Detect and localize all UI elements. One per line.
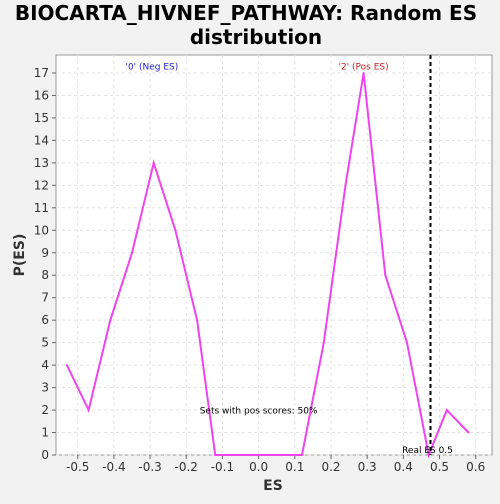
data-point [405,341,408,344]
data-point [322,341,325,344]
data-point [279,454,282,456]
chart-title-line-2: distribution [190,25,322,49]
y-tick-label: 14 [34,133,49,147]
data-point [344,184,347,187]
y-tick-label: 12 [34,178,49,192]
x-tick-label: 0.5 [430,460,449,474]
series-layer [65,71,470,459]
data-point [257,454,260,456]
y-tick-label: 7 [41,291,49,305]
data-point [235,454,238,456]
annotation: '2' (Pos ES) [338,63,388,73]
annotation: '0' (Neg ES) [125,63,178,73]
data-point [174,229,177,232]
data-point [362,71,365,74]
data-point [87,409,90,412]
y-tick-label: 8 [41,268,49,282]
x-axis: -0.5 -0.4 -0.3 -0.2 -0.1 0.0 0.1 0.2 0.3 0.4 0.5 0.… [66,455,485,474]
x-tick-label: 0.3 [358,460,377,474]
data-point [152,161,155,164]
data-point [130,251,133,254]
x-tick-label: -0.5 [66,460,89,474]
x-tick-label: -0.4 [102,460,125,474]
y-tick-label: 4 [41,358,49,372]
y-tick-label: 5 [41,336,49,350]
y-tick-label: 9 [41,246,49,260]
data-point [384,274,387,277]
x-tick-label: -0.2 [175,460,198,474]
y-tick-label: 1 [41,426,49,440]
x-tick-label: 0.6 [466,460,485,474]
y-tick-label: 0 [41,448,49,462]
real-es-label: Real ES 0.5 [402,446,453,456]
x-tick-label: -0.3 [138,460,161,474]
threshold-layer: Real ES 0.5 [402,55,453,456]
y-axis-label: P(ES) [12,234,28,277]
data-point [445,409,448,412]
x-tick-label: 0.1 [285,460,304,474]
chart-title: BIOCARTA_HIVNEF_PATHWAY: Random ES distr… [15,1,477,49]
data-point [196,319,199,322]
series-line-0 [65,72,470,459]
data-point [214,454,217,456]
y-tick-label: 17 [34,66,49,80]
annotations: '0' (Neg ES) '2' (Pos ES) Sets with pos sc… [125,63,388,417]
data-point [109,319,112,322]
y-tick-label: 13 [34,156,49,170]
x-tick-label: 0.2 [321,460,340,474]
chart-title-line-1: BIOCARTA_HIVNEF_PATHWAY: Random ES [15,1,477,25]
x-axis-label: ES [263,478,283,494]
data-point [301,454,304,456]
data-point [65,364,68,367]
data-point [467,431,470,434]
x-tick-label: 0.4 [394,460,413,474]
x-tick-label: -0.1 [211,460,234,474]
y-tick-label: 6 [41,313,49,327]
y-tick-label: 16 [34,88,49,102]
y-tick-label: 2 [41,403,49,417]
y-tick-label: 15 [34,111,49,125]
annotation: Sets with pos scores: 50% [200,406,318,416]
y-tick-label: 10 [34,223,49,237]
y-tick-label: 11 [34,201,49,215]
x-tick-label: 0.0 [249,460,268,474]
y-tick-label: 3 [41,381,49,395]
plot-area [55,54,493,456]
grid-lines [56,55,492,456]
data-point [427,454,430,456]
